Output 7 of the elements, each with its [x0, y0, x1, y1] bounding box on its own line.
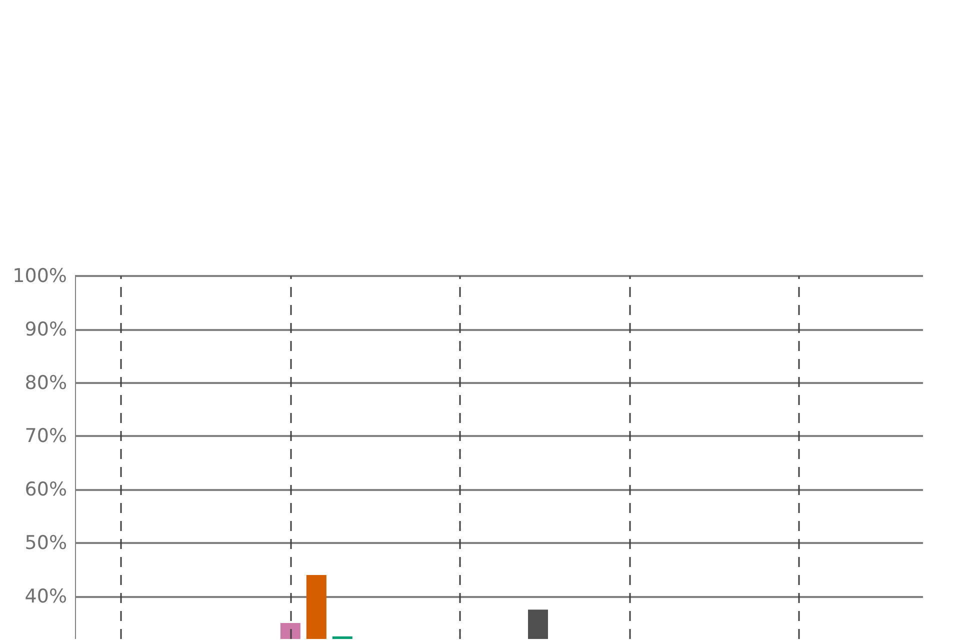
y-tick-label: 70%	[24, 425, 67, 448]
y-tick-label: 90%	[24, 318, 67, 340]
y-tick-label: 50%	[24, 532, 67, 554]
y-tick-label: 100%	[12, 265, 67, 287]
y-tick-label: 60%	[24, 478, 67, 501]
y-tick-label: 80%	[24, 372, 67, 394]
y-tick-label: 40%	[24, 585, 67, 608]
